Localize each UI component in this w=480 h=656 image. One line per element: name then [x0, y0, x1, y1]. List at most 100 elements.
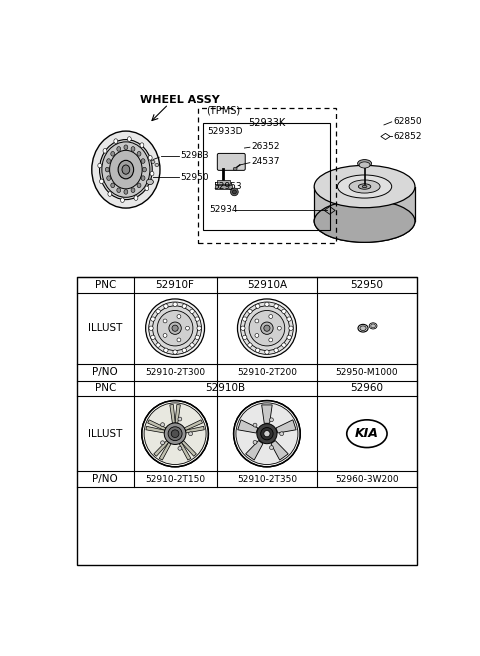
Circle shape: [190, 309, 194, 314]
Circle shape: [238, 299, 296, 358]
Circle shape: [149, 302, 202, 354]
Circle shape: [253, 423, 257, 427]
Circle shape: [153, 306, 198, 350]
Circle shape: [261, 428, 273, 440]
Ellipse shape: [109, 150, 142, 189]
Circle shape: [255, 304, 260, 308]
Circle shape: [163, 333, 167, 337]
Circle shape: [151, 335, 155, 340]
Text: PNC: PNC: [95, 383, 116, 393]
Text: WHEEL ASSY: WHEEL ASSY: [140, 95, 220, 105]
Ellipse shape: [314, 200, 415, 242]
Ellipse shape: [148, 155, 152, 160]
Ellipse shape: [359, 184, 371, 189]
Circle shape: [177, 315, 181, 318]
Ellipse shape: [99, 179, 104, 184]
Bar: [215, 185, 232, 189]
Text: 52910-2T350: 52910-2T350: [237, 475, 297, 483]
Ellipse shape: [122, 165, 130, 174]
Circle shape: [236, 403, 298, 464]
Ellipse shape: [131, 147, 135, 152]
Text: ILLUST: ILLUST: [88, 323, 122, 333]
Circle shape: [168, 427, 182, 441]
Circle shape: [178, 447, 182, 450]
Polygon shape: [148, 420, 166, 430]
Circle shape: [230, 188, 238, 195]
Ellipse shape: [124, 145, 128, 150]
Circle shape: [274, 348, 278, 352]
Text: 26352: 26352: [252, 142, 280, 151]
Text: 52933D: 52933D: [207, 127, 243, 136]
Polygon shape: [271, 441, 288, 460]
Ellipse shape: [369, 323, 377, 329]
Text: 52953: 52953: [214, 182, 242, 191]
Polygon shape: [184, 420, 203, 430]
Ellipse shape: [117, 188, 120, 192]
Circle shape: [287, 335, 291, 340]
Polygon shape: [262, 405, 272, 423]
Circle shape: [182, 348, 186, 352]
FancyBboxPatch shape: [217, 154, 245, 171]
Circle shape: [164, 423, 186, 445]
Circle shape: [186, 326, 190, 330]
Circle shape: [248, 343, 252, 347]
Text: 24537: 24537: [252, 157, 280, 167]
Text: P/NO: P/NO: [93, 474, 118, 484]
Circle shape: [265, 350, 269, 354]
Circle shape: [264, 430, 270, 437]
Ellipse shape: [314, 165, 415, 208]
Ellipse shape: [124, 190, 128, 194]
Circle shape: [261, 322, 273, 335]
Bar: [198, 108, 336, 243]
Text: 52910-2T300: 52910-2T300: [145, 367, 205, 377]
Text: 62852: 62852: [393, 132, 422, 141]
Ellipse shape: [127, 136, 131, 141]
Text: 52960-3W200: 52960-3W200: [335, 475, 399, 483]
Ellipse shape: [107, 176, 110, 180]
Text: 52910-2T200: 52910-2T200: [237, 367, 297, 377]
Ellipse shape: [358, 324, 368, 332]
Circle shape: [156, 343, 160, 347]
Ellipse shape: [349, 180, 380, 193]
Circle shape: [156, 309, 160, 314]
Ellipse shape: [134, 195, 138, 200]
Ellipse shape: [358, 159, 372, 167]
Circle shape: [151, 317, 155, 321]
Ellipse shape: [140, 143, 144, 148]
Ellipse shape: [102, 142, 150, 197]
Polygon shape: [170, 405, 175, 423]
Ellipse shape: [111, 183, 115, 188]
Circle shape: [171, 430, 179, 438]
Circle shape: [242, 317, 247, 321]
Text: P/NO: P/NO: [93, 367, 118, 377]
Text: 52950: 52950: [350, 280, 384, 290]
Polygon shape: [276, 420, 296, 433]
Ellipse shape: [99, 140, 152, 199]
Ellipse shape: [146, 179, 154, 184]
Circle shape: [164, 348, 168, 352]
Circle shape: [177, 338, 181, 342]
Circle shape: [161, 441, 165, 445]
Text: ILLUST: ILLUST: [88, 428, 122, 439]
Circle shape: [172, 325, 178, 331]
Bar: [217, 180, 230, 184]
Circle shape: [142, 401, 208, 467]
Circle shape: [190, 343, 194, 347]
Text: 52933: 52933: [180, 152, 209, 160]
Ellipse shape: [131, 188, 135, 192]
Ellipse shape: [117, 147, 120, 152]
Text: KIA: KIA: [355, 427, 379, 440]
Ellipse shape: [151, 160, 155, 163]
Polygon shape: [179, 442, 191, 460]
Ellipse shape: [362, 186, 367, 188]
Bar: [204, 123, 330, 230]
Circle shape: [255, 348, 260, 352]
Ellipse shape: [347, 420, 387, 447]
Circle shape: [145, 299, 204, 358]
Circle shape: [287, 317, 291, 321]
Circle shape: [277, 326, 281, 330]
Polygon shape: [181, 441, 196, 457]
Ellipse shape: [150, 171, 154, 176]
Circle shape: [157, 310, 193, 346]
Circle shape: [282, 309, 286, 314]
